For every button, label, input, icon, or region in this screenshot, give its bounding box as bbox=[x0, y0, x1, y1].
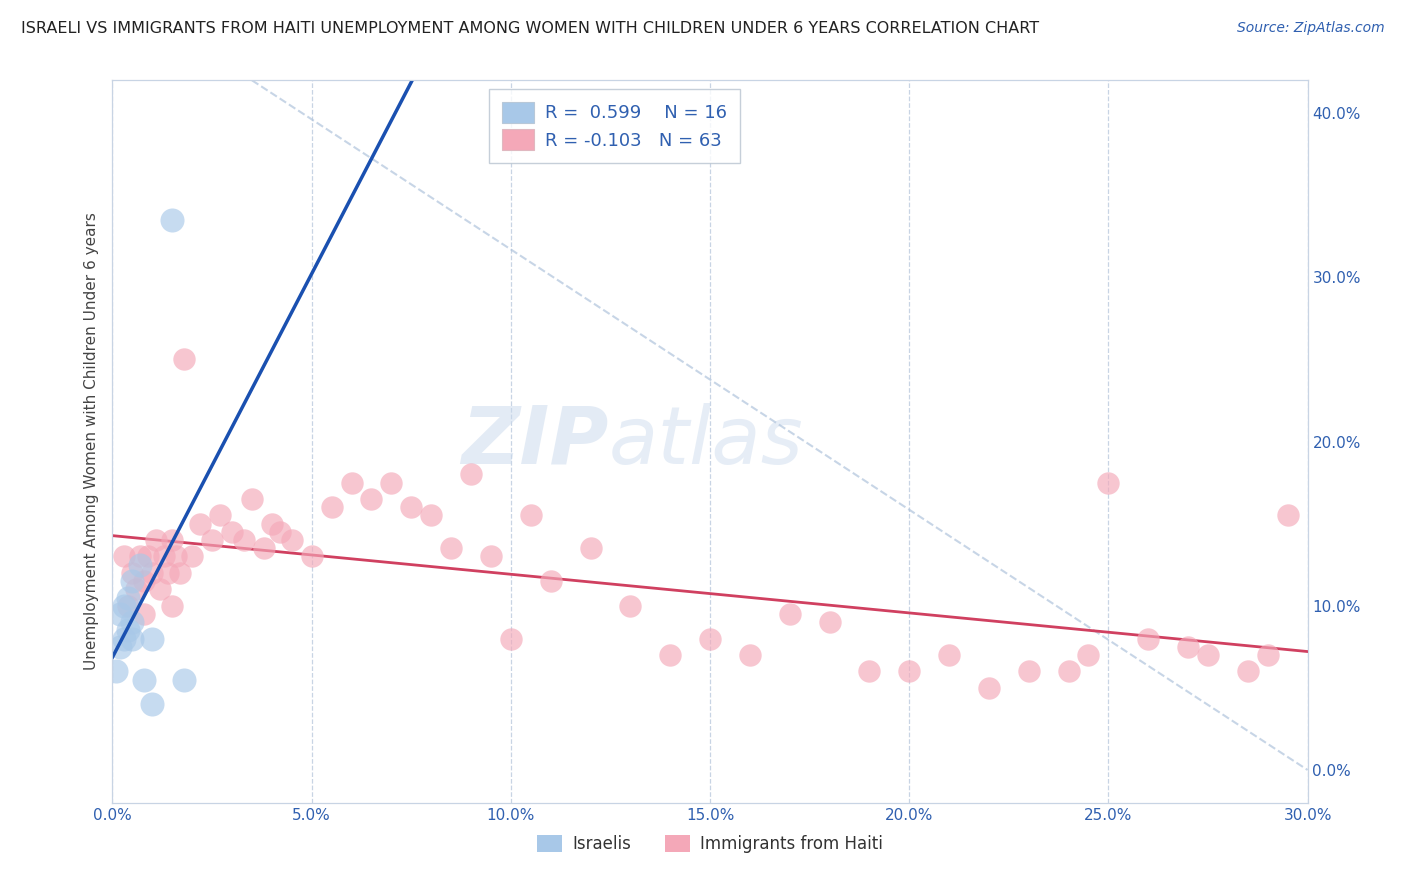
Point bbox=[1197, 648, 1219, 662]
Point bbox=[579, 541, 602, 556]
Point bbox=[173, 673, 195, 687]
Point bbox=[1097, 475, 1119, 490]
Point bbox=[818, 615, 841, 630]
Point bbox=[209, 508, 232, 523]
Point bbox=[520, 508, 543, 523]
Point bbox=[1177, 640, 1199, 654]
Point bbox=[121, 615, 143, 630]
Point bbox=[110, 607, 132, 621]
Point bbox=[360, 491, 382, 506]
Point bbox=[659, 648, 682, 662]
Point bbox=[134, 574, 156, 588]
Point bbox=[938, 648, 960, 662]
Point bbox=[858, 665, 880, 679]
Point bbox=[129, 558, 152, 572]
Point bbox=[499, 632, 522, 646]
Point bbox=[169, 566, 191, 580]
Point bbox=[221, 524, 243, 539]
Point bbox=[114, 632, 135, 646]
Point bbox=[301, 549, 323, 564]
Point bbox=[165, 549, 187, 564]
Point bbox=[157, 566, 180, 580]
Point bbox=[401, 500, 423, 515]
Point bbox=[269, 524, 291, 539]
Point bbox=[1237, 665, 1260, 679]
Point bbox=[321, 500, 343, 515]
Point bbox=[121, 566, 143, 580]
Point bbox=[134, 673, 156, 687]
Point bbox=[114, 549, 135, 564]
Text: ISRAELI VS IMMIGRANTS FROM HAITI UNEMPLOYMENT AMONG WOMEN WITH CHILDREN UNDER 6 : ISRAELI VS IMMIGRANTS FROM HAITI UNEMPLO… bbox=[21, 21, 1039, 36]
Point bbox=[898, 665, 921, 679]
Point bbox=[141, 566, 163, 580]
Point bbox=[440, 541, 463, 556]
Point bbox=[114, 599, 135, 613]
Point bbox=[125, 582, 148, 597]
Text: Source: ZipAtlas.com: Source: ZipAtlas.com bbox=[1237, 21, 1385, 35]
Point bbox=[117, 624, 139, 638]
Text: ZIP: ZIP bbox=[461, 402, 609, 481]
Point bbox=[117, 599, 139, 613]
Point bbox=[145, 533, 167, 547]
Point bbox=[1057, 665, 1080, 679]
Point bbox=[162, 599, 183, 613]
Point bbox=[340, 475, 363, 490]
Point bbox=[105, 665, 128, 679]
Point bbox=[138, 549, 160, 564]
Point bbox=[153, 549, 176, 564]
Point bbox=[1137, 632, 1160, 646]
Point bbox=[117, 591, 139, 605]
Point bbox=[121, 632, 143, 646]
Text: atlas: atlas bbox=[609, 402, 803, 481]
Point bbox=[141, 698, 163, 712]
Point bbox=[141, 632, 163, 646]
Point bbox=[110, 640, 132, 654]
Point bbox=[162, 212, 183, 227]
Point bbox=[260, 516, 283, 531]
Point bbox=[201, 533, 224, 547]
Y-axis label: Unemployment Among Women with Children Under 6 years: Unemployment Among Women with Children U… bbox=[83, 212, 98, 671]
Point bbox=[479, 549, 502, 564]
Point bbox=[173, 352, 195, 367]
Point bbox=[233, 533, 256, 547]
Point bbox=[738, 648, 761, 662]
Point bbox=[121, 574, 143, 588]
Point bbox=[129, 549, 152, 564]
Point bbox=[1077, 648, 1099, 662]
Point bbox=[253, 541, 276, 556]
Point bbox=[1018, 665, 1040, 679]
Point bbox=[619, 599, 641, 613]
Point bbox=[540, 574, 562, 588]
Point bbox=[1257, 648, 1279, 662]
Point bbox=[460, 467, 482, 482]
Point bbox=[779, 607, 801, 621]
Legend: Israelis, Immigrants from Haiti: Israelis, Immigrants from Haiti bbox=[531, 828, 889, 860]
Point bbox=[149, 582, 172, 597]
Point bbox=[181, 549, 204, 564]
Point bbox=[1277, 508, 1299, 523]
Point bbox=[188, 516, 211, 531]
Point bbox=[699, 632, 721, 646]
Point bbox=[977, 681, 1000, 695]
Point bbox=[380, 475, 402, 490]
Point bbox=[162, 533, 183, 547]
Point bbox=[240, 491, 263, 506]
Point bbox=[420, 508, 443, 523]
Point bbox=[281, 533, 304, 547]
Point bbox=[134, 607, 156, 621]
